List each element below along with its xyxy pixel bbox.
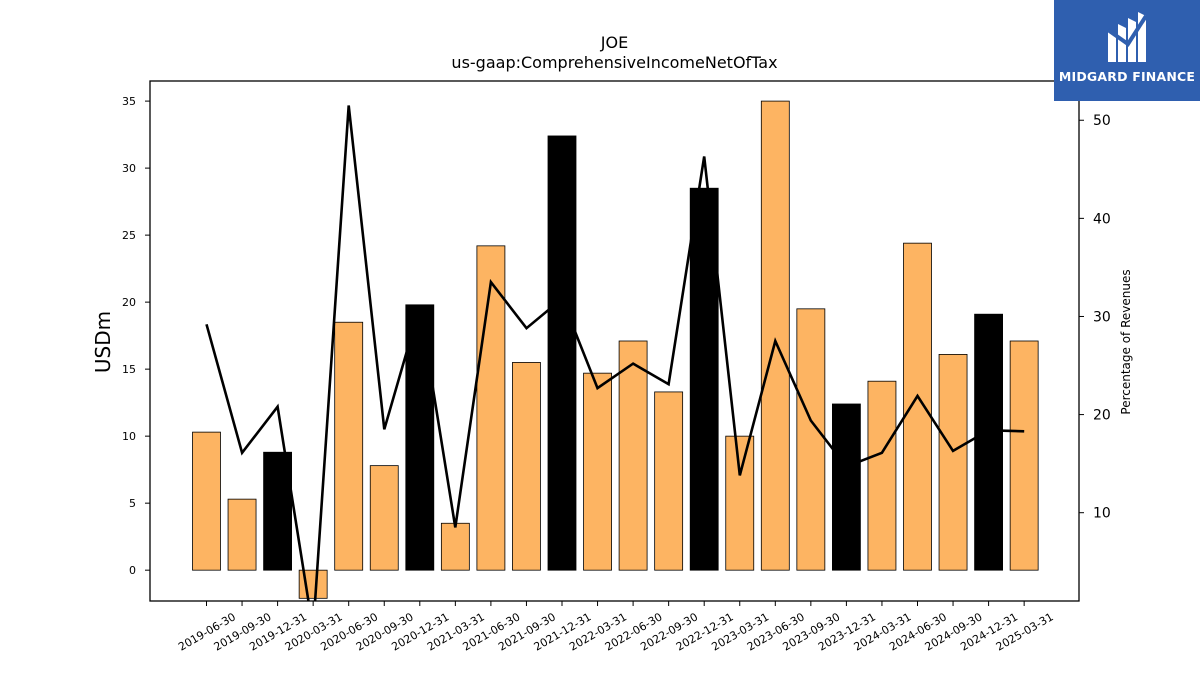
bar [1009,340,1039,571]
bar [654,391,684,571]
chart-subtitle: us-gaap:ComprehensiveIncomeNetOfTax [451,53,777,72]
chart-title: JOE [600,33,628,52]
bar [192,431,221,571]
brand-logo: MIDGARD FINANCE [1054,0,1200,101]
y-tick-label: 15 [122,363,136,376]
y2-tick-label: 40 [1093,211,1111,227]
y-tick-label: 0 [129,564,136,577]
plot-area: 0510152025303510203040502019-06-302019-0… [122,80,1111,654]
bar [760,100,790,571]
y2-tick-label: 30 [1093,309,1111,325]
bar [938,354,968,571]
bar [618,340,648,571]
brand-name: MIDGARD FINANCE [1058,69,1196,84]
bar [903,242,932,571]
y2-tick-label: 10 [1093,506,1111,522]
y-axis-label: USDm [91,311,115,373]
bar [974,313,1003,571]
bar [440,522,470,571]
bar [725,435,755,571]
y-tick-label: 35 [122,95,136,108]
series-line [205,105,1025,601]
bar [583,372,612,571]
plot-frame [149,80,1080,602]
y-tick-label: 5 [129,497,136,510]
bar [512,362,541,571]
y-tick-label: 20 [122,296,136,309]
bar [867,380,897,571]
bar [227,498,257,571]
bar [689,187,719,571]
y-tick-label: 25 [122,229,136,242]
bar [796,308,826,571]
y2-axis-label: Percentage of Revenues [1119,269,1133,414]
bar [405,304,435,571]
bar [547,135,577,571]
bar [476,245,506,571]
midgard-m-logo-icon [1106,12,1148,62]
bar [369,465,399,571]
y-tick-label: 10 [122,430,136,443]
bar [832,403,861,571]
y-tick-label: 30 [122,162,136,175]
bar [334,321,364,571]
y2-tick-label: 20 [1093,408,1111,424]
y2-tick-label: 50 [1093,113,1111,129]
